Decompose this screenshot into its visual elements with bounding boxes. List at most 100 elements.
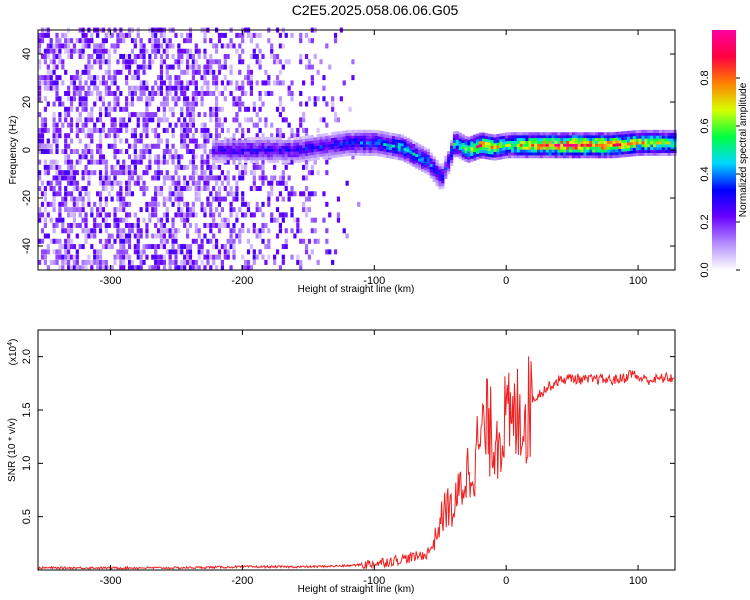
spectrogram-cell [119, 38, 123, 44]
spectrogram-cell [125, 106, 129, 112]
spectrogram-cell [270, 191, 274, 197]
spectrogram-ridge-cell [302, 153, 306, 157]
spectrogram-cell [180, 164, 184, 170]
spectrogram-ridge-cell [589, 135, 593, 139]
spectrogram-ridge-cell [508, 149, 512, 153]
spectrogram-cell [194, 90, 198, 96]
spectrogram-cell [113, 180, 117, 186]
spectrogram-cell [107, 69, 111, 75]
spectrogram-cell [58, 201, 62, 207]
spectrogram-ridge-cell [307, 155, 312, 159]
spectrogram-ridge-cell [624, 154, 628, 158]
spectrogram-ridge-cell [566, 143, 570, 147]
spectrogram-cell [98, 249, 103, 255]
spectrogram-ridge-cell [429, 155, 433, 159]
spectrogram-cell [38, 90, 42, 96]
spectrogram-cell [165, 143, 169, 149]
spectrogram-cell [67, 249, 71, 255]
spectrogram-ridge-cell [476, 139, 480, 143]
spectrogram-cell [209, 106, 213, 112]
spectrogram-ridge-cell [400, 134, 404, 138]
spectrogram-ridge-cell [412, 149, 416, 153]
spectrogram-cell [267, 254, 271, 260]
spectrogram-ridge-cell [319, 148, 323, 152]
spectrogram-cell [241, 222, 245, 228]
spectrogram-ridge-cell [537, 152, 541, 156]
spectrogram-cell [75, 122, 79, 128]
spectrogram-ridge-cell [470, 144, 474, 148]
spectrogram-cell [84, 38, 88, 44]
spectrogram-ridge-cell [444, 164, 448, 168]
spectrogram-cell [188, 80, 193, 86]
spectrogram-ridge-cell [374, 129, 378, 133]
spectrogram-cell [98, 138, 103, 144]
spectrogram-ridge-cell [293, 154, 297, 158]
x-tick-label: -100 [363, 575, 385, 587]
spectrogram-cell [119, 170, 123, 176]
spectrogram-cell [127, 244, 132, 250]
spectrogram-ridge-cell [566, 146, 570, 150]
spectrogram-ridge-cell [342, 133, 346, 137]
spectrogram-cell [241, 48, 245, 54]
spectrogram-ridge-cell [670, 132, 674, 136]
spectrogram-ridge-cell [638, 129, 642, 133]
spectrogram-cell [101, 127, 106, 133]
spectrogram-ridge-cell [641, 132, 645, 136]
spectrogram-cell [69, 80, 74, 86]
spectrogram-cell [125, 180, 129, 186]
spectrogram-cell [206, 138, 210, 144]
spectrogram-cell [90, 38, 94, 44]
spectrogram-cell [90, 244, 94, 250]
spectrogram-cell [278, 212, 283, 218]
spectrogram-cell [151, 143, 155, 149]
spectrogram-ridge-cell [258, 139, 262, 143]
spectrogram-cell [310, 164, 314, 170]
spectrogram-cell [191, 154, 195, 160]
spectrogram-ridge-cell [571, 149, 576, 153]
spectrogram-cell [275, 80, 280, 86]
spectrogram-ridge-cell [423, 158, 428, 162]
spectrogram-ridge-cell [618, 134, 622, 138]
spectrogram-cell [122, 32, 126, 38]
spectrogram-ridge-cell [360, 150, 364, 153]
spectrogram-cell [232, 159, 236, 165]
spectrogram-cell [127, 143, 132, 149]
spectrogram-cell [255, 233, 259, 239]
spectrogram-ridge-cell [484, 150, 489, 154]
spectrogram-ridge-cell [618, 151, 622, 155]
spectrogram-cell [249, 32, 254, 38]
spectrogram-cell [148, 159, 152, 165]
spectrogram-cell [241, 127, 245, 133]
spectrogram-cell [264, 122, 268, 128]
spectrogram-cell [98, 159, 103, 165]
spectrogram-ridge-cell [255, 160, 259, 164]
spectrogram-cell [220, 196, 224, 202]
spectrogram-cell [81, 54, 85, 59]
spectrogram-cell [55, 249, 59, 255]
spectrogram-ridge-cell [450, 139, 454, 143]
spectrogram-ridge-cell [476, 136, 480, 140]
spectrogram-ridge-cell [389, 152, 393, 156]
spectrogram-ridge-cell [647, 141, 651, 145]
spectrogram-cell [165, 38, 169, 44]
spectrogram-cell [171, 106, 175, 112]
spectrogram-cell [116, 38, 120, 44]
spectrogram-cell [162, 233, 166, 239]
spectrogram-ridge-cell [595, 143, 599, 147]
spectrogram-cell [90, 207, 94, 213]
spectrogram-ridge-cell [249, 142, 254, 146]
spectrogram-ridge-cell [438, 186, 442, 190]
spectrogram-cell [328, 249, 332, 255]
spectrogram-cell [40, 228, 45, 234]
spectrogram-cell [229, 64, 233, 70]
spectrogram-ridge-cell [325, 144, 329, 148]
spectrogram-cell [281, 80, 285, 86]
spectrogram-ridge-cell [481, 147, 486, 151]
spectrogram-ridge-cell [450, 162, 454, 166]
spectrogram-ridge-cell [423, 167, 428, 171]
spectrogram-cell [125, 80, 129, 86]
spectrogram-cell [64, 138, 68, 144]
spectrogram-ridge-cell [307, 135, 312, 139]
spectrogram-ridge-cell [284, 145, 288, 149]
